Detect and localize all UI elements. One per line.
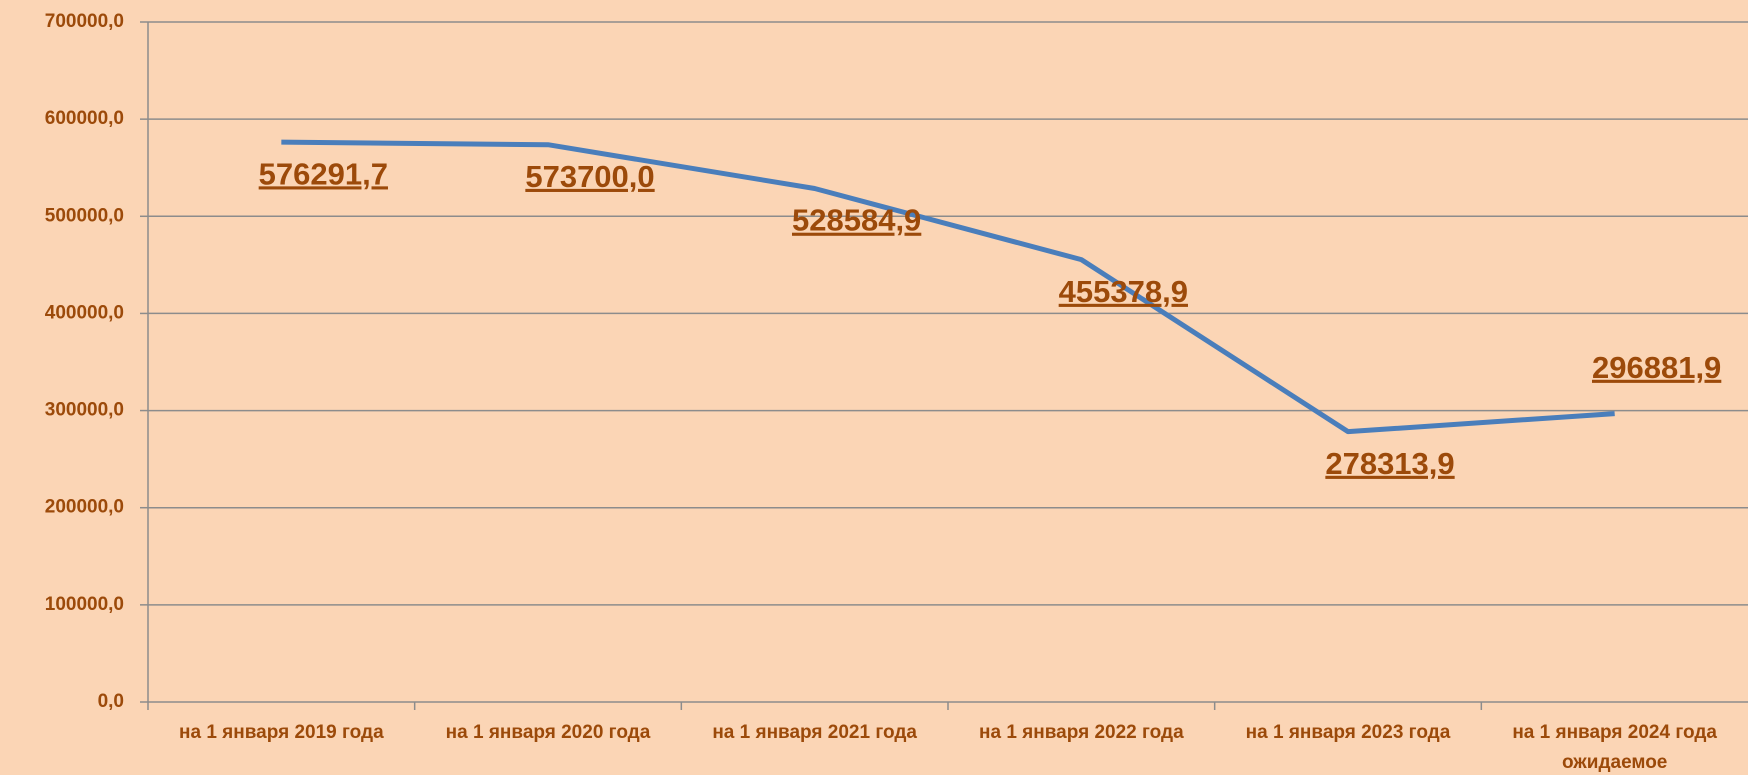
x-tick-label: на 1 января 2020 года xyxy=(423,718,673,748)
y-tick-label: 600000,0 xyxy=(45,108,124,129)
y-tick-label: 700000,0 xyxy=(45,11,124,32)
y-tick-label: 200000,0 xyxy=(45,497,124,518)
data-label: 528584,9 xyxy=(792,203,921,238)
data-label: 576291,7 xyxy=(259,156,388,191)
y-tick-label: 400000,0 xyxy=(45,302,124,323)
y-tick-label: 500000,0 xyxy=(45,205,124,226)
data-label: 573700,0 xyxy=(525,159,654,194)
data-label: 296881,9 xyxy=(1592,350,1721,385)
y-tick-label: 0,0 xyxy=(98,691,124,712)
x-tick-label: на 1 января 2024 года ожидаемое xyxy=(1490,718,1740,775)
x-tick-label: на 1 января 2019 года xyxy=(156,718,406,748)
plot: 0,0 100000,0 200000,0 300000,0 400000,0 50000… xyxy=(0,0,1748,775)
data-label: 278313,9 xyxy=(1325,446,1454,481)
data-label: 455378,9 xyxy=(1059,274,1188,309)
chart: 0,0 100000,0 200000,0 300000,0 400000,0 50000… xyxy=(0,0,1748,775)
x-tick-label: на 1 января 2022 года xyxy=(956,718,1206,748)
y-tick-label: 100000,0 xyxy=(45,594,124,615)
y-tick-label: 300000,0 xyxy=(45,400,124,421)
x-tick-label: на 1 января 2023 года xyxy=(1223,718,1473,748)
x-tick-label: на 1 января 2021 года xyxy=(690,718,940,748)
line xyxy=(281,142,1614,431)
